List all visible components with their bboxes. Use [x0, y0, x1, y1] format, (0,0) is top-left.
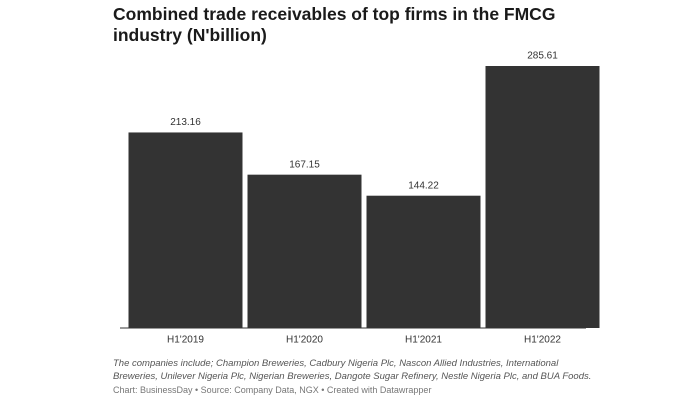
bar — [485, 66, 600, 328]
x-tick-label: H1'2022 — [524, 335, 561, 346]
value-label: 285.61 — [527, 51, 558, 62]
bar — [128, 132, 243, 328]
x-tick-label: H1'2021 — [405, 335, 442, 346]
chart-source: Chart: BusinessDay • Source: Company Dat… — [113, 385, 432, 395]
value-label: 213.16 — [170, 117, 201, 128]
value-label: 144.22 — [408, 180, 439, 191]
chart-title: Combined trade receivables of top firms … — [113, 4, 556, 45]
chart-note: The companies include; Champion Brewerie… — [113, 358, 592, 382]
value-label: 167.15 — [289, 159, 320, 170]
x-tick-label: H1'2019 — [167, 335, 204, 346]
chart: 213.16 H1'2019 167.15 H1'2020 144.22 H1'2021 2… — [120, 51, 600, 346]
bar — [366, 195, 481, 328]
x-tick-label: H1'2020 — [286, 335, 323, 346]
bar — [247, 174, 362, 328]
